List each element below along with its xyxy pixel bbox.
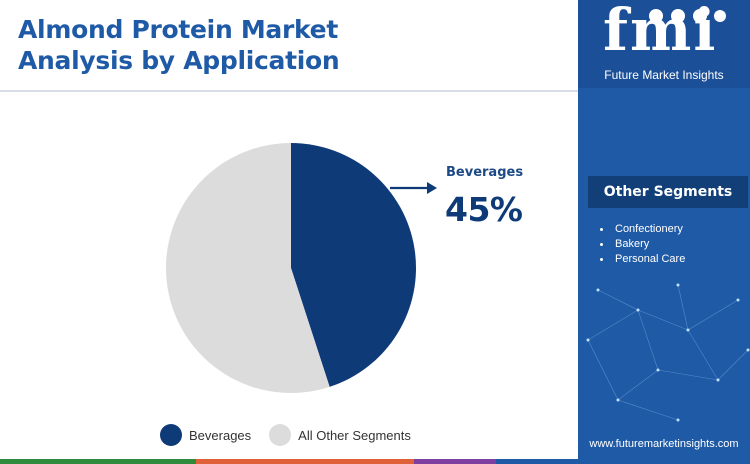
list-item: Bakery [600, 237, 685, 252]
legend-swatch [269, 424, 292, 446]
title-line-2: Analysis by Application [18, 46, 340, 75]
list-item: Confectionery [600, 222, 685, 237]
logo-subtitle: Future Market Insights [604, 68, 724, 82]
title-divider [0, 90, 578, 92]
segment-label: Personal Care [615, 253, 686, 265]
segments-list: Confectionery Bakery Personal Care [600, 222, 685, 267]
color-stripe-segment [196, 459, 414, 464]
logo-area: fmi Future Market Insights [578, 0, 750, 88]
logo-pictogram-icon [649, 9, 726, 23]
pie-slice-all-other-segments [166, 143, 330, 393]
other-segments-heading: Other Segments [588, 176, 748, 208]
legend-item-beverages: Beverages [160, 424, 251, 446]
legend-label: Beverages [189, 427, 252, 443]
color-stripe [0, 459, 578, 464]
title-line-1: Almond Protein Market [18, 15, 338, 44]
callout-value: 45% [445, 190, 523, 229]
website-link[interactable]: www.futuremarketinsights.com [589, 438, 739, 450]
color-stripe-segment [496, 459, 578, 464]
network-decoration [586, 283, 750, 422]
color-stripe-segment [0, 459, 196, 464]
legend-label: All Other Segments [298, 427, 411, 443]
pie-slice-beverages [291, 143, 416, 387]
arrow-right-icon [390, 182, 437, 194]
page-title: Almond Protein Market Analysis by Applic… [18, 14, 558, 76]
chart-legend: Beverages All Other Segments [160, 424, 429, 446]
bullet-icon [600, 243, 603, 246]
legend-item-other-segments: All Other Segments [269, 424, 411, 446]
color-stripe-segment [414, 459, 496, 464]
pie-chart [166, 143, 416, 393]
legend-swatch [160, 424, 182, 446]
segment-label: Bakery [615, 238, 650, 250]
chart-panel: Almond Protein Market Analysis by Applic… [0, 14, 578, 464]
segment-label: Confectionery [615, 223, 683, 235]
callout-label: Beverages [446, 165, 524, 180]
bullet-icon [600, 258, 603, 261]
list-item: Personal Care [600, 252, 685, 267]
bullet-icon [600, 228, 603, 231]
sidebar-panel: fmi Future Market Insights Other Segment… [578, 0, 750, 464]
